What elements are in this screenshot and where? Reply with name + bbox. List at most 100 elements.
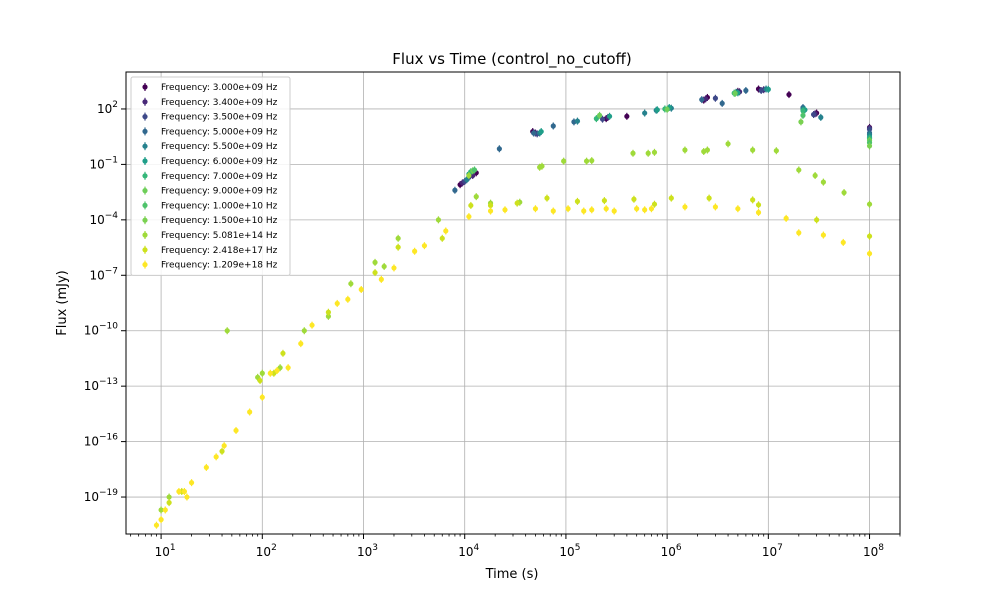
data-point: [841, 189, 847, 197]
point-marker: [378, 276, 384, 282]
point-marker: [372, 259, 378, 265]
data-point: [372, 258, 378, 266]
data-point: [735, 205, 741, 213]
point-marker: [166, 500, 172, 506]
data-point: [233, 426, 239, 434]
data-point: [466, 172, 472, 180]
data-point: [219, 447, 225, 455]
data-point: [630, 149, 636, 157]
data-point: [502, 206, 508, 214]
legend-entry: Frequency: 5.081e+14 Hz: [142, 231, 278, 241]
point-marker: [593, 116, 599, 122]
data-point: [810, 111, 817, 119]
point-marker: [443, 228, 449, 234]
data-point: [274, 367, 280, 375]
data-point: [213, 453, 219, 461]
point-marker: [814, 217, 820, 223]
data-point: [603, 205, 609, 213]
data-point: [725, 140, 731, 148]
point-marker: [589, 207, 595, 213]
legend-marker: [142, 232, 148, 238]
data-point: [645, 149, 651, 157]
legend-entry: Frequency: 3.400e+09 Hz: [142, 97, 278, 108]
data-point: [866, 232, 873, 240]
point-marker: [750, 197, 756, 203]
data-point: [412, 247, 418, 255]
data-point: [158, 506, 164, 514]
point-marker: [468, 202, 474, 209]
point-marker: [158, 507, 164, 513]
x-tick-label: 102: [256, 543, 277, 559]
data-point: [345, 295, 351, 303]
legend-entry: Frequency: 6.000e+09 Hz: [142, 157, 278, 167]
point-marker: [496, 146, 502, 152]
y-axis: 10−19 10−16 10−13 10−10 10−7 10−4 10−1 102: [84, 100, 126, 504]
point-marker: [280, 350, 286, 356]
data-point: [544, 194, 550, 202]
point-marker: [796, 230, 802, 236]
data-point: [581, 207, 587, 215]
y-tick-label: 10−1: [89, 155, 118, 171]
data-point: [158, 516, 164, 524]
point-marker: [391, 265, 397, 271]
point-marker: [840, 239, 846, 246]
legend-label: Frequency: 2.418e+17 Hz: [161, 246, 278, 256]
data-point: [704, 146, 710, 154]
y-tick-label: 10−19: [84, 488, 119, 504]
point-marker: [648, 206, 655, 212]
point-marker: [487, 202, 494, 209]
point-marker: [725, 141, 731, 147]
point-marker: [599, 116, 606, 122]
data-point: [395, 234, 401, 242]
data-point: [203, 463, 209, 471]
data-point: [712, 94, 719, 102]
data-marks: [153, 85, 873, 529]
point-marker: [550, 123, 556, 129]
point-marker: [866, 201, 873, 207]
point-marker: [487, 208, 494, 214]
data-point: [624, 112, 630, 120]
point-marker: [841, 189, 847, 196]
point-marker: [334, 300, 340, 307]
point-marker: [203, 464, 209, 471]
point-marker: [466, 213, 472, 220]
data-point: [162, 506, 168, 514]
point-marker: [502, 207, 508, 213]
data-point: [550, 207, 556, 215]
legend-entry: Frequency: 7.000e+09 Hz: [142, 171, 278, 182]
point-marker: [544, 195, 550, 201]
point-marker: [706, 195, 712, 201]
point-marker: [682, 204, 688, 210]
point-marker: [699, 97, 705, 103]
data-point: [514, 199, 520, 207]
point-marker: [247, 409, 253, 415]
point-marker: [820, 232, 826, 238]
point-marker: [466, 172, 472, 179]
y-tick-label: 10−16: [84, 433, 119, 449]
data-point: [259, 369, 265, 377]
point-marker: [233, 427, 239, 434]
data-point: [452, 186, 458, 194]
data-point: [800, 111, 806, 119]
x-axis: 101 102 103 104 105 106 107 108: [130, 534, 901, 559]
data-point: [574, 197, 581, 205]
data-point: [634, 205, 640, 213]
point-marker: [642, 110, 648, 116]
data-point: [593, 115, 599, 123]
point-marker: [818, 114, 824, 120]
point-marker: [712, 204, 719, 210]
legend-entry: Frequency: 9.000e+09 Hz: [142, 186, 278, 197]
point-marker: [668, 195, 674, 201]
point-marker: [866, 250, 873, 257]
data-point: [257, 377, 263, 385]
point-marker: [259, 394, 265, 400]
point-marker: [574, 198, 581, 204]
data-point: [391, 264, 397, 272]
point-marker: [166, 494, 172, 500]
point-marker: [372, 269, 378, 276]
data-point: [176, 487, 182, 495]
x-tick-label: 103: [357, 543, 378, 559]
chart-title: Flux vs Time (control_no_cutoff): [392, 50, 631, 69]
data-point: [601, 197, 607, 205]
